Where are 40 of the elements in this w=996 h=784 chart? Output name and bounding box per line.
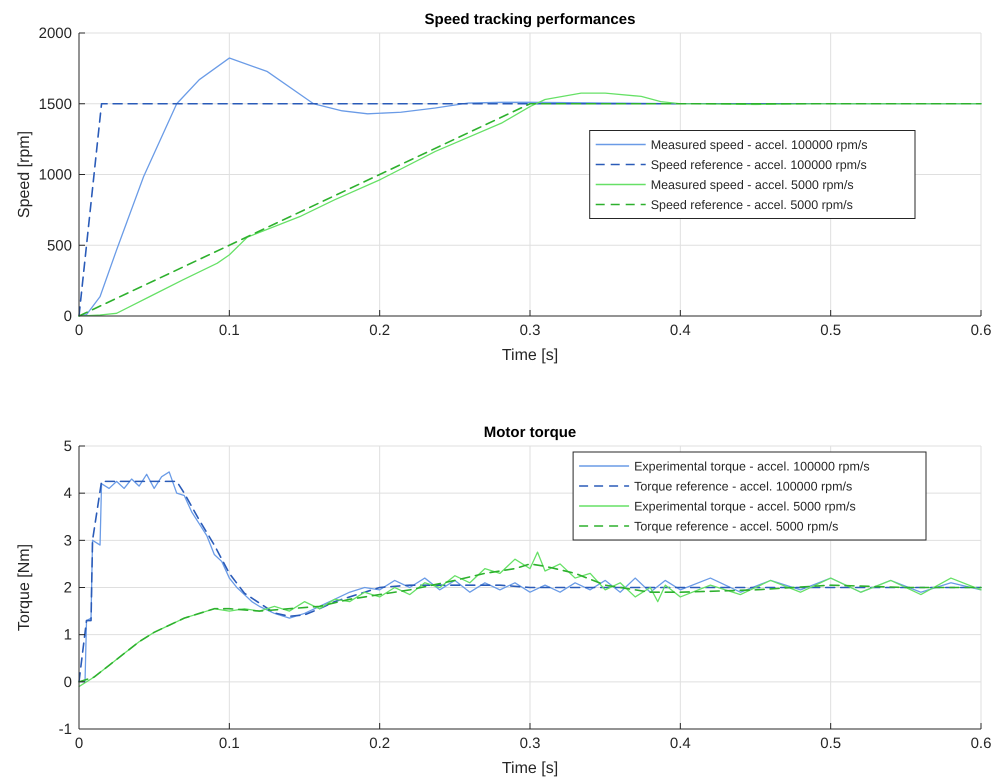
legend-label: Experimental torque - accel. 100000 rpm/s <box>634 460 870 474</box>
legend-label: Torque reference - accel. 5000 rpm/s <box>634 520 838 534</box>
y-axis-title: Torque [Nm] <box>16 544 33 632</box>
x-axis-title: Time [s] <box>502 760 558 777</box>
y-tick-label: 500 <box>46 237 72 254</box>
legend-label: Speed reference - accel. 5000 rpm/s <box>650 198 853 212</box>
y-tick-label: 0 <box>64 674 72 691</box>
y-axis-title: Speed [rpm] <box>16 130 33 218</box>
y-tick-label: 2 <box>64 580 72 596</box>
y-tick-label: 2000 <box>38 25 72 42</box>
x-tick-label: 0 <box>74 322 84 339</box>
x-tick-label: 0.1 <box>218 735 240 752</box>
x-tick-label: 0 <box>74 735 84 752</box>
y-tick-label: 4 <box>64 485 72 502</box>
x-tick-label: 0.5 <box>820 322 842 339</box>
x-axis-title: Time [s] <box>502 347 558 364</box>
y-tick-label: 5 <box>64 438 72 455</box>
x-tick-label: 0.2 <box>369 322 390 339</box>
legend-label: Measured speed - accel. 100000 rpm/s <box>650 138 868 152</box>
x-tick-label: 0.1 <box>218 322 240 339</box>
x-tick-label: 0.2 <box>369 735 390 752</box>
x-tick-label: 0.5 <box>820 735 842 752</box>
legend-label: Torque reference - accel. 100000 rpm/s <box>634 480 852 494</box>
chart-title: Motor torque <box>484 424 576 441</box>
x-tick-label: 0.6 <box>970 322 992 339</box>
y-tick-label: -1 <box>58 721 72 738</box>
y-tick-label: 3 <box>64 532 72 550</box>
y-tick-label: 1500 <box>38 96 72 113</box>
legend-label: Measured speed - accel. 5000 rpm/s <box>650 178 854 192</box>
y-tick-label: 1000 <box>38 166 72 184</box>
legend-label: Speed reference - accel. 100000 rpm/s <box>650 158 867 172</box>
x-tick-label: 0.4 <box>670 735 691 752</box>
x-tick-label: 0.3 <box>520 322 540 339</box>
x-tick-label: 0.3 <box>520 735 540 752</box>
x-tick-label: 0.6 <box>970 735 992 752</box>
x-tick-label: 0.4 <box>670 322 691 339</box>
chart-title: Speed tracking performances <box>424 11 636 28</box>
y-tick-label: 1 <box>64 626 72 644</box>
legend-label: Experimental torque - accel. 5000 rpm/s <box>634 500 856 514</box>
y-tick-label: 0 <box>64 308 72 325</box>
